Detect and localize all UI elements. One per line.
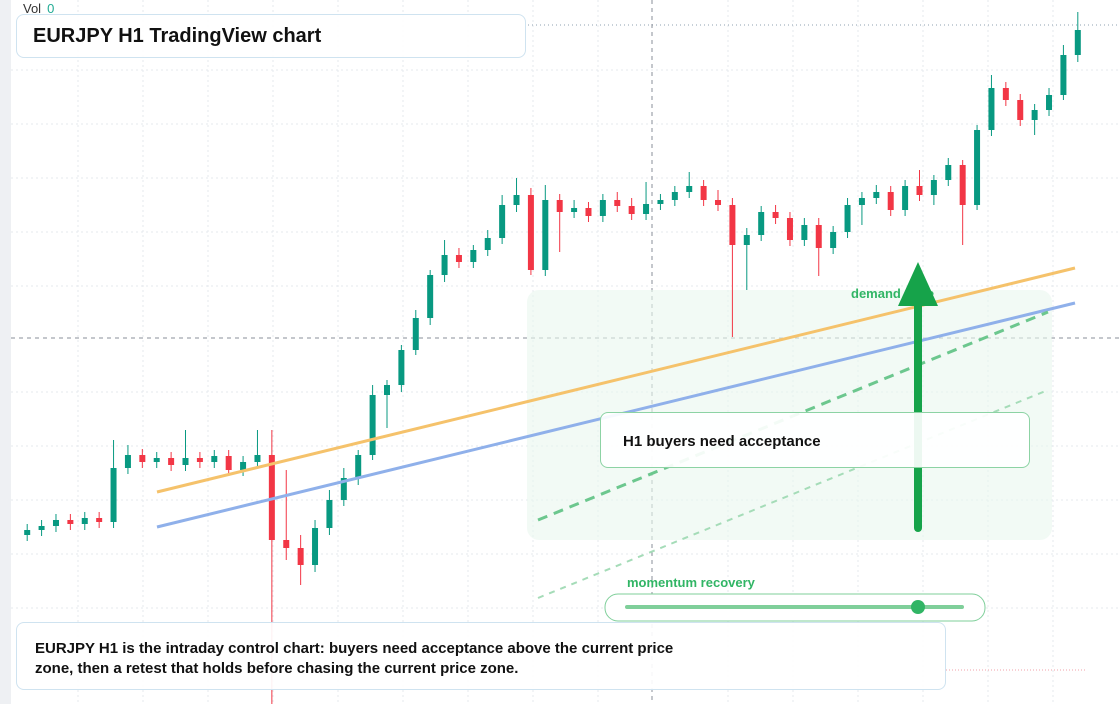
- candle-body: [369, 395, 376, 455]
- candle-body: [657, 200, 664, 204]
- candle-body: [916, 186, 923, 195]
- candle-body: [743, 235, 750, 245]
- momentum-label: momentum recovery: [627, 575, 755, 590]
- candle-body: [297, 548, 304, 565]
- candle-body: [139, 455, 146, 462]
- candle-body: [340, 478, 347, 500]
- candle-body: [1031, 110, 1038, 120]
- candle-body: [240, 462, 247, 470]
- candle-body: [887, 192, 894, 210]
- candle-body: [153, 458, 160, 462]
- candle-body: [326, 500, 333, 528]
- momentum-knob: [911, 600, 925, 614]
- candle-body: [355, 455, 362, 478]
- candle-body: [1017, 100, 1024, 120]
- candle-body: [686, 186, 693, 192]
- title: EURJPY H1 TradingView chart: [33, 25, 322, 47]
- candle-body: [398, 350, 405, 385]
- candle-body: [815, 225, 822, 248]
- candle-body: [844, 205, 851, 232]
- candle-body: [628, 206, 635, 214]
- candle-body: [412, 318, 419, 350]
- candle-body: [254, 455, 261, 462]
- candle-body: [52, 520, 59, 526]
- callout-text: H1 buyers need acceptance: [623, 433, 821, 450]
- candle-body: [96, 518, 103, 522]
- candle-body: [211, 456, 218, 462]
- candle-body: [484, 238, 491, 250]
- candle-body: [643, 204, 650, 214]
- caption: EURJPY H1 is the intraday control chart:…: [35, 640, 674, 677]
- candle-body: [700, 186, 707, 200]
- candle-body: [801, 225, 808, 240]
- caption-box: EURJPY H1 is the intraday control chart:…: [16, 622, 946, 690]
- candle-body: [873, 192, 880, 198]
- candle-body: [858, 198, 865, 205]
- candle-body: [599, 200, 606, 216]
- callout-box: H1 buyers need acceptance: [600, 412, 1030, 468]
- volume-label: Vol 0: [23, 1, 54, 16]
- candle-body: [81, 518, 88, 524]
- candle-body: [225, 456, 232, 470]
- candle-body: [902, 186, 909, 210]
- candle-body: [67, 520, 74, 524]
- candle-body: [614, 200, 621, 206]
- candle-body: [556, 200, 563, 212]
- candle-body: [499, 205, 506, 238]
- zone-label: demand zone: [851, 286, 935, 301]
- candle-body: [470, 250, 477, 262]
- candle-body: [441, 255, 448, 275]
- volume-title: Vol: [23, 1, 42, 16]
- candle-body: [945, 165, 952, 180]
- candle-body: [988, 88, 995, 130]
- candle-body: [959, 165, 966, 205]
- candle-body: [24, 530, 31, 535]
- candle-body: [124, 455, 131, 468]
- candle-body: [196, 458, 203, 462]
- candle-body: [571, 208, 578, 212]
- candle-body: [772, 212, 779, 218]
- candle-body: [527, 195, 534, 270]
- candle-body: [729, 205, 736, 245]
- candle-body: [715, 200, 722, 205]
- left-strip: [0, 0, 11, 704]
- candles: [24, 12, 1081, 704]
- candle-body: [1060, 55, 1067, 95]
- candle-body: [455, 255, 462, 262]
- volume-value: 0: [47, 1, 55, 16]
- candle-body: [974, 130, 981, 205]
- candle-body: [1046, 95, 1053, 110]
- candle-body: [758, 212, 765, 235]
- candle-body: [513, 195, 520, 205]
- candle-body: [1074, 30, 1081, 55]
- candle-body: [182, 458, 189, 465]
- candle-body: [830, 232, 837, 248]
- candle-body: [427, 275, 434, 318]
- candle-body: [585, 208, 592, 216]
- candle-body: [1002, 88, 1009, 100]
- candle-body: [786, 218, 793, 240]
- candle-body: [542, 200, 549, 270]
- candle-body: [383, 385, 390, 395]
- title-box: EURJPY H1 TradingView chart: [16, 14, 526, 58]
- candle-body: [168, 458, 175, 465]
- candle-body: [930, 180, 937, 195]
- candle-body: [312, 528, 319, 565]
- candle-body: [110, 468, 117, 522]
- candle-body: [671, 192, 678, 200]
- candle-body: [283, 540, 290, 548]
- candle-body: [38, 526, 45, 530]
